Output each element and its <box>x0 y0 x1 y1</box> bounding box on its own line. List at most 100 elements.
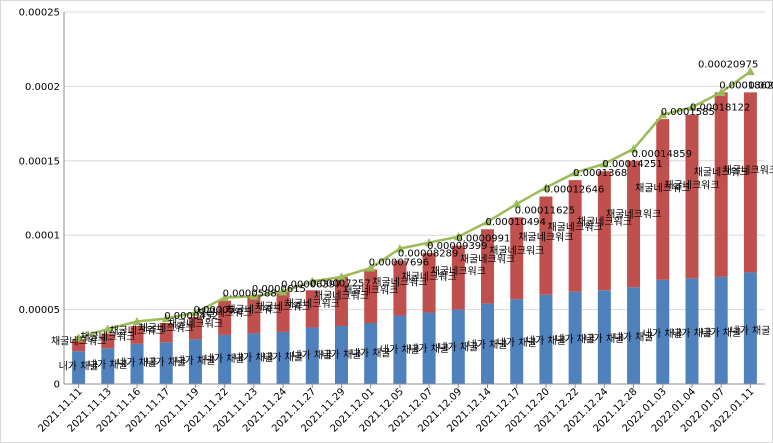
data-label-my-mining: 내가 채굴 <box>234 352 274 364</box>
data-label-mining-network: 채굴네크워크 <box>489 244 544 257</box>
bar-my-mining <box>393 315 407 384</box>
bar-mining-network <box>422 253 436 313</box>
bar-my-mining <box>130 343 144 384</box>
data-label-stack-total: 0.00006397 <box>281 280 341 291</box>
data-label-stack-total: 0.00018627 <box>719 80 773 91</box>
bar-mining-network <box>334 276 348 326</box>
data-label-my-mining: 내가 채굴 <box>380 344 420 356</box>
bar-mining-network <box>218 300 232 335</box>
bar-mining-network <box>159 322 173 343</box>
data-label-my-mining: 내가 채굴 <box>526 335 566 347</box>
line-point-marker <box>483 217 493 226</box>
line-point-marker <box>424 238 434 247</box>
data-label-stack-total: 0.00012646 <box>544 185 604 196</box>
data-label-stack-total: 0.00009399 <box>427 241 487 252</box>
data-label-stack-total: 0.0000452 <box>164 311 218 322</box>
data-label-stack-total: 0.00011625 <box>515 205 575 216</box>
bar-mining-network <box>656 119 670 280</box>
data-label-mining-network: 채굴네크워크 <box>577 215 632 228</box>
bar-mining-network <box>101 333 115 349</box>
data-label-mining-network: 채굴네크워크 <box>694 165 749 178</box>
data-label-mining-network: 채굴네크워크 <box>51 335 106 348</box>
line-point-marker <box>307 276 317 285</box>
data-label-stack-total: 0.00018122 <box>690 103 750 114</box>
bar-my-mining <box>510 299 524 384</box>
bar-my-mining <box>159 342 173 384</box>
data-label-stack-total: 0.00014859 <box>632 149 692 160</box>
data-label-mining-network: 채굴네크워크 <box>226 303 281 316</box>
line-point-marker <box>541 183 551 192</box>
bar-my-mining <box>451 309 465 384</box>
data-label-my-mining: 내가 채굴 <box>555 333 595 345</box>
data-label-stack-total: 0.00008289 <box>398 248 458 259</box>
line-point-marker <box>336 272 346 281</box>
data-label-stack-total: 0.0000991 <box>456 234 510 245</box>
data-label-my-mining: 내가 채굴 <box>292 350 332 362</box>
data-label-my-mining: 내가 채굴 <box>584 333 624 345</box>
data-label-mining-network: 채굴네크워크 <box>402 270 457 283</box>
data-label-mining-network: 채굴네크워크 <box>314 289 369 302</box>
data-label-line: 0.00020975 <box>698 60 758 71</box>
line-point-marker <box>599 159 609 168</box>
bar-my-mining <box>276 331 290 384</box>
line-point-marker <box>395 244 405 253</box>
data-label-my-mining: 내가 채굴 <box>146 356 186 368</box>
data-label-mining-network: 채굴네크워크 <box>139 322 194 335</box>
data-label-my-mining: 내가 채굴 <box>117 357 157 369</box>
data-label-mining-network: 채굴네크워크 <box>548 220 603 233</box>
data-label-my-mining: 내가 채굴 <box>59 360 99 372</box>
bar-my-mining <box>685 278 699 384</box>
bar-mining-network <box>510 217 524 300</box>
data-label-stack-total: 0.00014251 <box>602 159 662 170</box>
y-tick-label: 0 <box>54 380 60 391</box>
data-label-mining-network: 채굴네크워크 <box>606 208 661 221</box>
data-label-stack-total: 0.00019576 <box>748 80 773 91</box>
line-point-marker <box>453 232 463 241</box>
bar-mining-network <box>305 290 319 328</box>
data-label-my-mining: 내가 채굴 <box>497 337 537 349</box>
data-label-mining-network: 채굴네크워크 <box>168 317 223 330</box>
bar-my-mining <box>481 303 495 384</box>
data-label-stack-total: 0.0000615 <box>252 284 306 295</box>
line-point-marker <box>629 144 639 153</box>
bar-my-mining <box>364 322 378 384</box>
line-point-marker <box>103 324 113 333</box>
data-label-mining-network: 채굴네크워크 <box>109 324 164 337</box>
data-label-mining-network: 채굴네크워크 <box>664 178 719 191</box>
bar-my-mining <box>597 290 611 384</box>
data-label-mining-network: 채굴네크워크 <box>372 275 427 288</box>
data-label-my-mining: 내가 채굴 <box>321 349 361 361</box>
bar-my-mining <box>247 333 261 384</box>
line-point-marker <box>132 317 142 326</box>
data-label-mining-network: 채굴네크워크 <box>518 231 573 244</box>
line-point-marker <box>161 314 171 323</box>
line-point-marker <box>74 333 84 342</box>
data-label-my-mining: 내가 채굴 <box>730 325 770 337</box>
bar-my-mining <box>422 312 436 384</box>
series-line <box>78 70 752 340</box>
data-label-my-mining: 내가 채굴 <box>438 342 478 354</box>
bar-mining-network <box>451 245 465 310</box>
bar-my-mining <box>568 291 582 384</box>
data-label-my-mining: 내가 채굴 <box>701 327 741 339</box>
data-label-mining-network: 채굴네크워크 <box>431 264 486 277</box>
bar-my-mining <box>627 287 641 384</box>
bar-my-mining <box>539 294 553 384</box>
y-tick-label: 0.00015 <box>19 156 60 167</box>
line-point-marker <box>512 199 522 208</box>
bar-mining-network <box>743 92 757 273</box>
line-point-marker <box>220 293 230 302</box>
bar-mining-network <box>247 296 261 334</box>
line-point-marker <box>366 263 376 272</box>
bar-mining-network <box>130 325 144 344</box>
line-point-marker <box>570 168 580 177</box>
bar-mining-network <box>597 171 611 291</box>
data-label-stack-total: 0.00007696 <box>369 257 429 268</box>
data-label-mining-network: 채굴네크워크 <box>80 330 135 343</box>
bar-mining-network <box>685 114 699 279</box>
line-point-marker <box>658 110 668 119</box>
bar-mining-network <box>393 260 407 316</box>
y-tick-label: 0.0001 <box>25 231 60 242</box>
